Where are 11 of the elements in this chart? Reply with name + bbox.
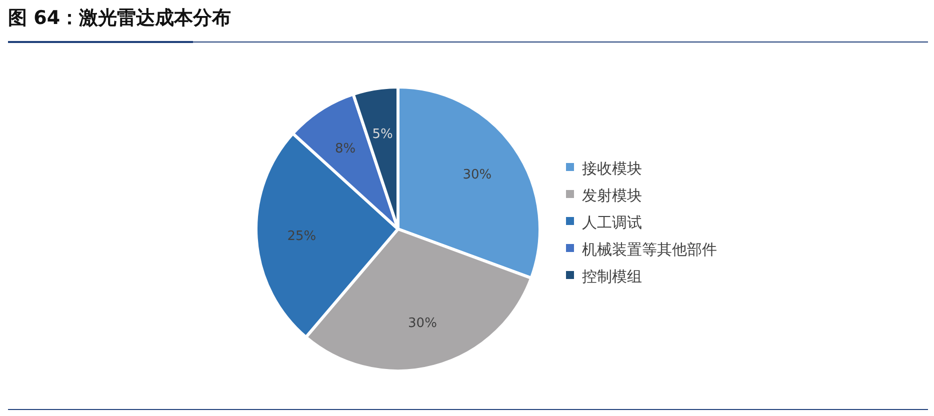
legend-label: 接收模块: [582, 159, 642, 178]
legend-label: 人工调试: [582, 213, 642, 232]
data-label: 5%: [372, 127, 393, 142]
legend-label: 发射模块: [582, 186, 642, 204]
data-label: 30%: [462, 167, 492, 182]
data-label: 25%: [287, 228, 316, 244]
data-label: 30%: [408, 316, 437, 331]
legend-label: 控制模组: [582, 267, 642, 286]
chart-title: 图 64：激光雷达成本分布: [8, 7, 232, 29]
legend-label: 机械装置等其他部件: [582, 240, 717, 258]
data-label: 8%: [335, 142, 356, 157]
